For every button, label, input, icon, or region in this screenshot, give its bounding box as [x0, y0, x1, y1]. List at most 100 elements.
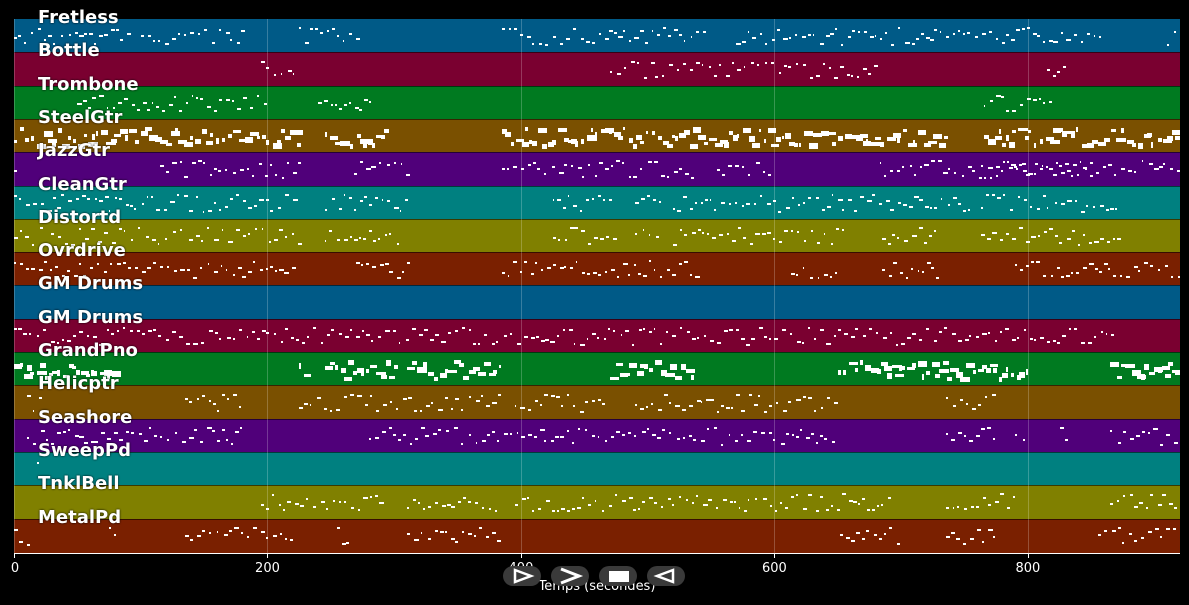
- note-mark: [917, 129, 926, 135]
- note-mark: [513, 165, 517, 168]
- note-mark: [958, 431, 962, 434]
- note-mark: [809, 77, 813, 80]
- note-mark: [841, 493, 846, 496]
- note-mark: [195, 138, 202, 144]
- note-mark: [324, 239, 327, 242]
- note-mark: [60, 34, 63, 37]
- note-mark: [179, 160, 183, 163]
- note-mark: [560, 267, 564, 270]
- track-lane: [14, 52, 1180, 87]
- note-mark: [297, 161, 302, 164]
- note-mark: [708, 65, 712, 68]
- note-mark: [1151, 142, 1154, 148]
- note-mark: [685, 172, 690, 175]
- note-mark: [833, 334, 837, 337]
- note-mark: [141, 333, 146, 336]
- note-mark: [784, 506, 789, 509]
- note-mark: [234, 527, 239, 530]
- note-mark: [129, 128, 138, 133]
- note-mark: [1172, 130, 1180, 135]
- note-mark: [578, 167, 583, 170]
- note-mark: [989, 363, 999, 368]
- note-mark: [735, 439, 738, 442]
- note-mark: [1155, 528, 1160, 531]
- stop-button[interactable]: [599, 566, 637, 586]
- note-mark: [293, 129, 303, 135]
- note-mark: [896, 542, 900, 545]
- note-mark: [153, 262, 156, 265]
- note-mark: [782, 328, 786, 331]
- note-mark: [1056, 71, 1061, 74]
- play-from-start-button[interactable]: [503, 566, 541, 586]
- note-mark: [313, 327, 316, 330]
- note-mark: [198, 160, 202, 163]
- note-mark: [1085, 204, 1089, 207]
- note-mark: [77, 103, 82, 106]
- note-mark: [943, 171, 948, 174]
- note-mark: [586, 273, 591, 276]
- note-mark: [1005, 366, 1009, 372]
- note-mark: [225, 168, 228, 171]
- note-mark: [610, 164, 613, 167]
- note-mark: [696, 336, 700, 339]
- note-mark: [305, 498, 309, 501]
- note-mark: [719, 140, 728, 145]
- note-mark: [199, 440, 204, 443]
- note-mark: [633, 363, 638, 368]
- note-mark: [261, 330, 266, 333]
- note-mark: [247, 207, 253, 210]
- note-mark: [196, 195, 198, 198]
- note-mark: [855, 134, 863, 141]
- note-mark: [45, 375, 50, 381]
- note-mark: [230, 443, 233, 446]
- note-mark: [372, 142, 376, 148]
- note-mark: [439, 372, 448, 378]
- note-mark: [260, 268, 263, 271]
- note-mark: [1028, 130, 1032, 134]
- note-mark: [635, 201, 640, 204]
- note-mark: [350, 329, 353, 332]
- note-mark: [988, 504, 992, 507]
- note-mark: [733, 134, 738, 141]
- note-mark: [204, 28, 208, 31]
- track-name-label: CleanGtr: [38, 173, 127, 195]
- note-mark: [621, 500, 626, 503]
- note-mark: [486, 433, 490, 436]
- note-mark: [195, 234, 200, 237]
- note-mark: [726, 74, 731, 77]
- play-button[interactable]: [551, 566, 589, 586]
- note-mark: [914, 195, 919, 198]
- note-mark: [111, 242, 116, 245]
- note-mark: [188, 239, 193, 242]
- note-mark: [795, 435, 800, 438]
- note-mark: [810, 277, 813, 279]
- note-mark: [955, 372, 964, 378]
- note-mark: [1165, 528, 1170, 531]
- note-mark: [850, 135, 857, 139]
- note-mark: [1006, 233, 1010, 236]
- note-mark: [643, 328, 646, 331]
- note-mark: [952, 507, 955, 510]
- note-mark: [653, 501, 657, 504]
- gridline: [520, 19, 522, 553]
- note-mark: [1138, 501, 1143, 504]
- note-mark: [24, 235, 29, 238]
- note-mark: [138, 227, 140, 230]
- note-mark: [890, 332, 893, 335]
- rewind-button[interactable]: [647, 566, 685, 586]
- note-mark: [90, 267, 94, 270]
- note-mark: [572, 507, 576, 510]
- note-mark: [773, 439, 776, 442]
- note-mark: [961, 174, 965, 177]
- note-mark: [1097, 533, 1101, 536]
- note-mark: [545, 43, 549, 46]
- note-mark: [770, 505, 773, 508]
- note-mark: [501, 167, 506, 170]
- note-mark: [110, 333, 115, 336]
- note-mark: [237, 267, 242, 270]
- note-mark: [389, 376, 396, 380]
- note-mark: [370, 395, 372, 398]
- note-mark: [134, 208, 136, 211]
- note-mark: [628, 432, 631, 435]
- note-mark: [405, 338, 409, 341]
